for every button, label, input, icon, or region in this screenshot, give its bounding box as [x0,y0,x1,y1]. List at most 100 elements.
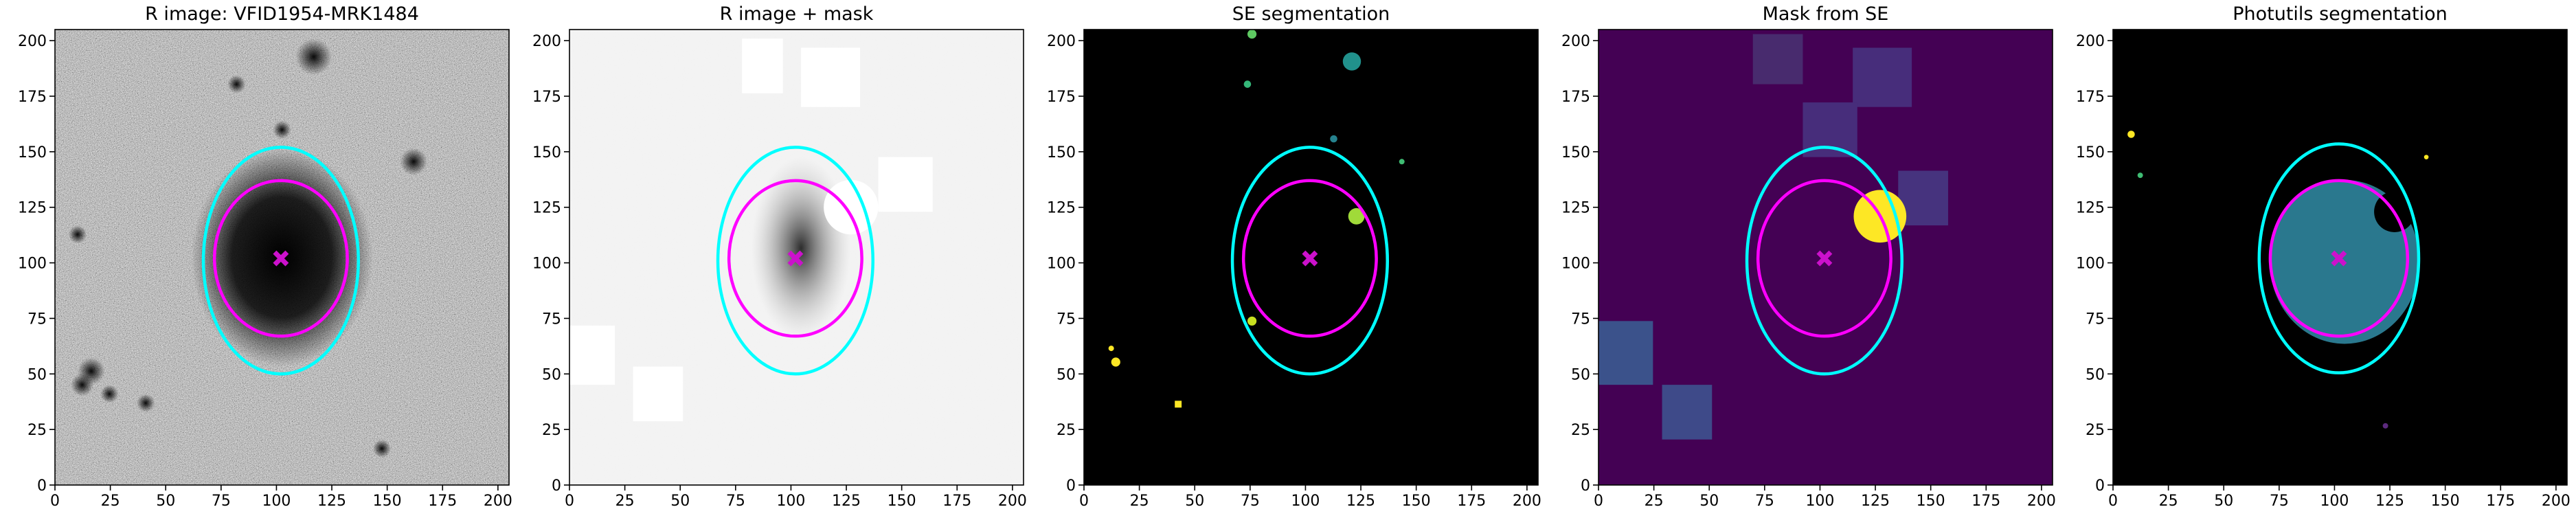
x-tick-label: 25 [101,493,120,510]
y-tick-label: 200 [18,33,47,50]
x-tick-label: 125 [317,493,346,510]
image-source [227,75,246,93]
aperture-ellipse [212,179,349,338]
aperture-ellipse [1756,179,1893,338]
x-tick-label: 100 [1805,493,1834,510]
y-tick-label: 100 [1561,256,1590,273]
image-blob [2137,172,2143,179]
image-source [372,439,392,458]
x-tick-label: 150 [1402,493,1431,510]
image-blob [1342,52,1362,71]
y-tick-label: 25 [1571,422,1590,439]
aperture-ellipse [716,146,874,376]
x-tick-label: 50 [1185,493,1204,510]
image-region [742,38,783,93]
y-tick-label: 175 [18,89,47,106]
x-tick-label: 200 [2542,493,2571,510]
panel [55,30,509,485]
panel-title: R image: VFID1954-MRK1484 [145,3,419,25]
x-tick-label: 0 [50,493,60,510]
y-tick-label: 50 [1057,366,1076,383]
aperture-ellipse [201,146,360,376]
x-tick-label: 175 [2486,493,2515,510]
x-tick-label: 50 [1699,493,1719,510]
x-tick-label: 175 [942,493,971,510]
x-tick-label: 125 [832,493,861,510]
panel-title: Mask from SE [1763,3,1889,25]
image-region [1662,385,1713,440]
y-tick-label: 150 [18,144,47,161]
y-tick-label: 0 [1581,477,1590,495]
x-tick-label: 75 [1755,493,1774,510]
image-source [273,120,291,139]
y-tick-label: 100 [18,256,47,273]
y-tick-label: 150 [1561,144,1590,161]
x-tick-label: 200 [1513,493,1541,510]
x-tick-label: 150 [1917,493,1945,510]
y-tick-label: 100 [1047,256,1076,273]
x-tick-label: 150 [2431,493,2460,510]
x-tick-label: 0 [1079,493,1089,510]
y-tick-label: 150 [1047,144,1076,161]
image-source [400,148,428,176]
x-tick-label: 0 [2108,493,2118,510]
image-region [801,47,861,107]
y-tick-label: 75 [1057,311,1076,328]
center-marker [1816,250,1833,267]
axes-frame [569,29,1024,486]
aperture-ellipse [1230,146,1389,376]
image-region [878,157,933,212]
y-tick-label: 0 [552,477,561,495]
y-tick-label: 125 [532,200,561,217]
panel-title: R image + mask [720,3,874,25]
image-source [71,373,94,396]
x-tick-label: 100 [2320,493,2349,510]
aperture-ellipse [727,179,863,338]
x-tick-label: 100 [1291,493,1320,510]
y-tick-label: 25 [1057,422,1076,439]
y-tick-label: 175 [1561,89,1590,106]
y-tick-label: 25 [27,422,47,439]
image-region [633,366,683,422]
image-region [1898,170,1948,226]
image-blob [2127,131,2135,138]
y-tick-label: 175 [2076,89,2105,106]
axes-frame [2112,29,2568,486]
panel [569,30,1024,485]
y-tick-label: 175 [1047,89,1076,106]
image-blob [1111,357,1120,367]
x-tick-label: 200 [998,493,1027,510]
aperture-ellipse [2257,142,2421,374]
x-tick-label: 200 [2027,493,2056,510]
x-tick-label: 175 [1971,493,2000,510]
image-blob [1399,159,1405,165]
y-tick-label: 100 [532,256,561,273]
x-tick-label: 175 [428,493,457,510]
x-tick-label: 25 [1130,493,1149,510]
panel [1598,30,2053,485]
y-tick-label: 75 [27,311,47,328]
y-tick-label: 50 [542,366,561,383]
x-tick-label: 25 [1645,493,1664,510]
x-tick-label: 50 [156,493,175,510]
x-tick-label: 75 [726,493,745,510]
image-source [68,225,87,244]
image-region [1853,47,1912,107]
x-tick-label: 150 [373,493,402,510]
center-marker [787,250,804,267]
image-source [136,394,155,412]
image-blob [1108,346,1114,352]
x-tick-label: 0 [565,493,574,510]
image-blob [1348,207,1365,225]
y-tick-label: 0 [2095,477,2105,495]
y-tick-label: 100 [2076,256,2105,273]
y-tick-label: 125 [1047,200,1076,217]
x-tick-label: 175 [1457,493,1486,510]
y-tick-label: 125 [18,200,47,217]
aperture-ellipse [1745,146,1903,376]
axes-frame [54,29,510,486]
x-tick-label: 75 [212,493,231,510]
x-tick-label: 50 [670,493,690,510]
image-region [569,325,615,385]
